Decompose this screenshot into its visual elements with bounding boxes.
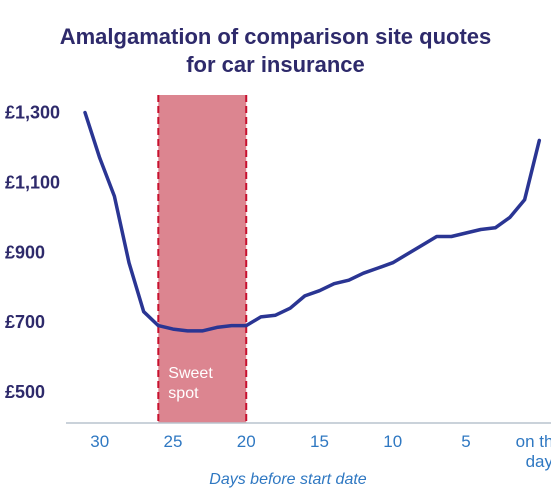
sweet-spot-region [158, 95, 247, 423]
series-line-0 [83, 110, 542, 333]
sweet-spot-label: Sweet spot [168, 365, 213, 402]
y-tick-label: £1,100 [5, 172, 60, 192]
x-tick-label: 30 [90, 432, 109, 451]
y-tick-label: £1,300 [5, 102, 60, 122]
x-tick-label: 20 [237, 432, 256, 451]
x-axis-label: Days before start date [209, 471, 367, 488]
x-tick-label: on theday [516, 432, 551, 471]
x-tick-label: 10 [383, 432, 402, 451]
y-tick-label: £900 [5, 242, 45, 262]
chart-title-line-1: Amalgamation of comparison site quotes [59, 24, 492, 49]
y-tick-label: £500 [5, 382, 45, 402]
y-tick-label: £700 [5, 312, 45, 332]
x-tick-label: 5 [461, 432, 470, 451]
x-tick-label: 25 [164, 432, 183, 451]
x-tick-label: 15 [310, 432, 329, 451]
chart-title-line-2: for car insurance [186, 52, 365, 77]
